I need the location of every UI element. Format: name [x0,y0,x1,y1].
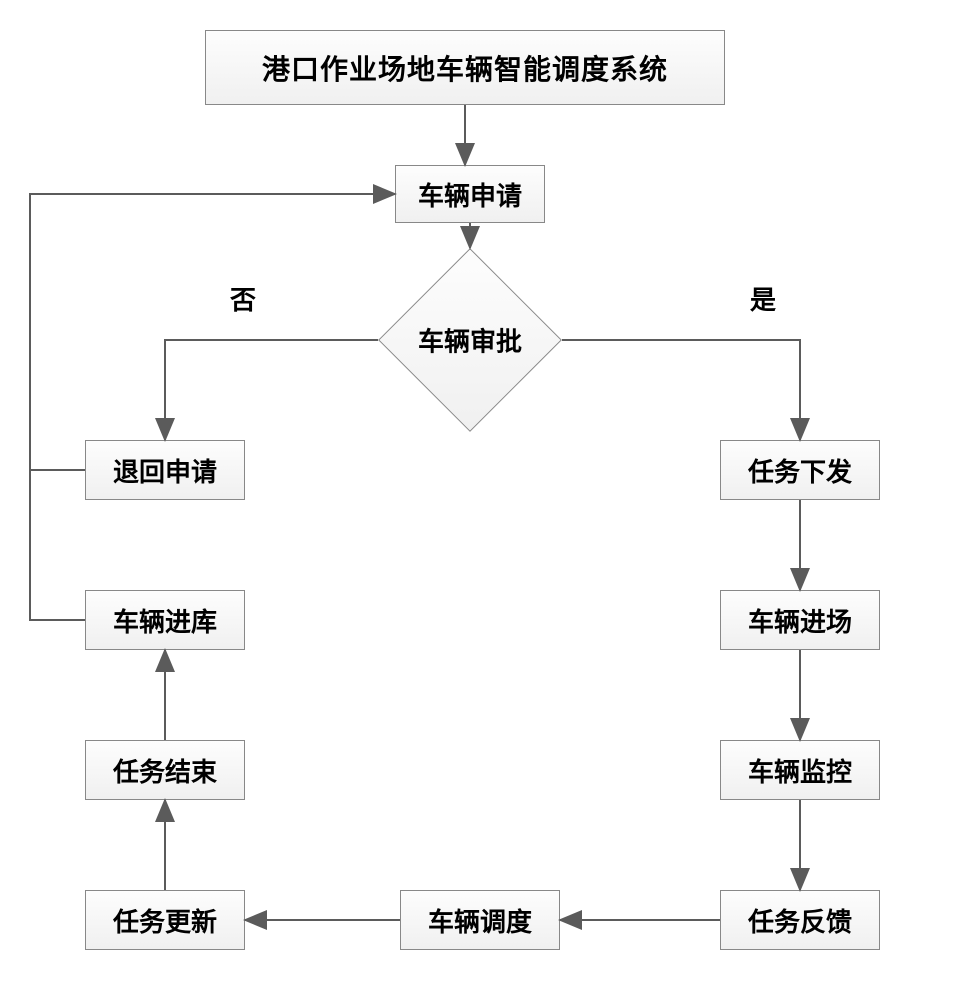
yes-label: 是 [750,280,776,317]
enter-store-node: 车辆进库 [85,590,245,650]
apply-label: 车辆申请 [418,176,522,213]
return-node: 退回申请 [85,440,245,500]
monitor-label: 车辆监控 [748,752,852,789]
task-issue-label: 任务下发 [748,452,852,489]
title-label: 港口作业场地车辆智能调度系统 [262,48,668,88]
dispatch-label: 车辆调度 [428,902,532,939]
feedback-node: 任务反馈 [720,890,880,950]
approve-label: 车辆审批 [418,322,522,359]
no-label: 否 [230,280,256,317]
monitor-node: 车辆监控 [720,740,880,800]
approve-node: 车辆审批 [405,275,535,405]
task-update-node: 任务更新 [85,890,245,950]
feedback-label: 任务反馈 [748,902,852,939]
return-label: 退回申请 [113,452,217,489]
task-issue-node: 任务下发 [720,440,880,500]
task-update-label: 任务更新 [113,902,217,939]
task-end-label: 任务结束 [113,752,217,789]
title-node: 港口作业场地车辆智能调度系统 [205,30,725,105]
enter-site-label: 车辆进场 [748,602,852,639]
apply-node: 车辆申请 [395,165,545,223]
enter-store-label: 车辆进库 [113,602,217,639]
task-end-node: 任务结束 [85,740,245,800]
arrows-layer [0,0,967,1000]
dispatch-node: 车辆调度 [400,890,560,950]
enter-site-node: 车辆进场 [720,590,880,650]
